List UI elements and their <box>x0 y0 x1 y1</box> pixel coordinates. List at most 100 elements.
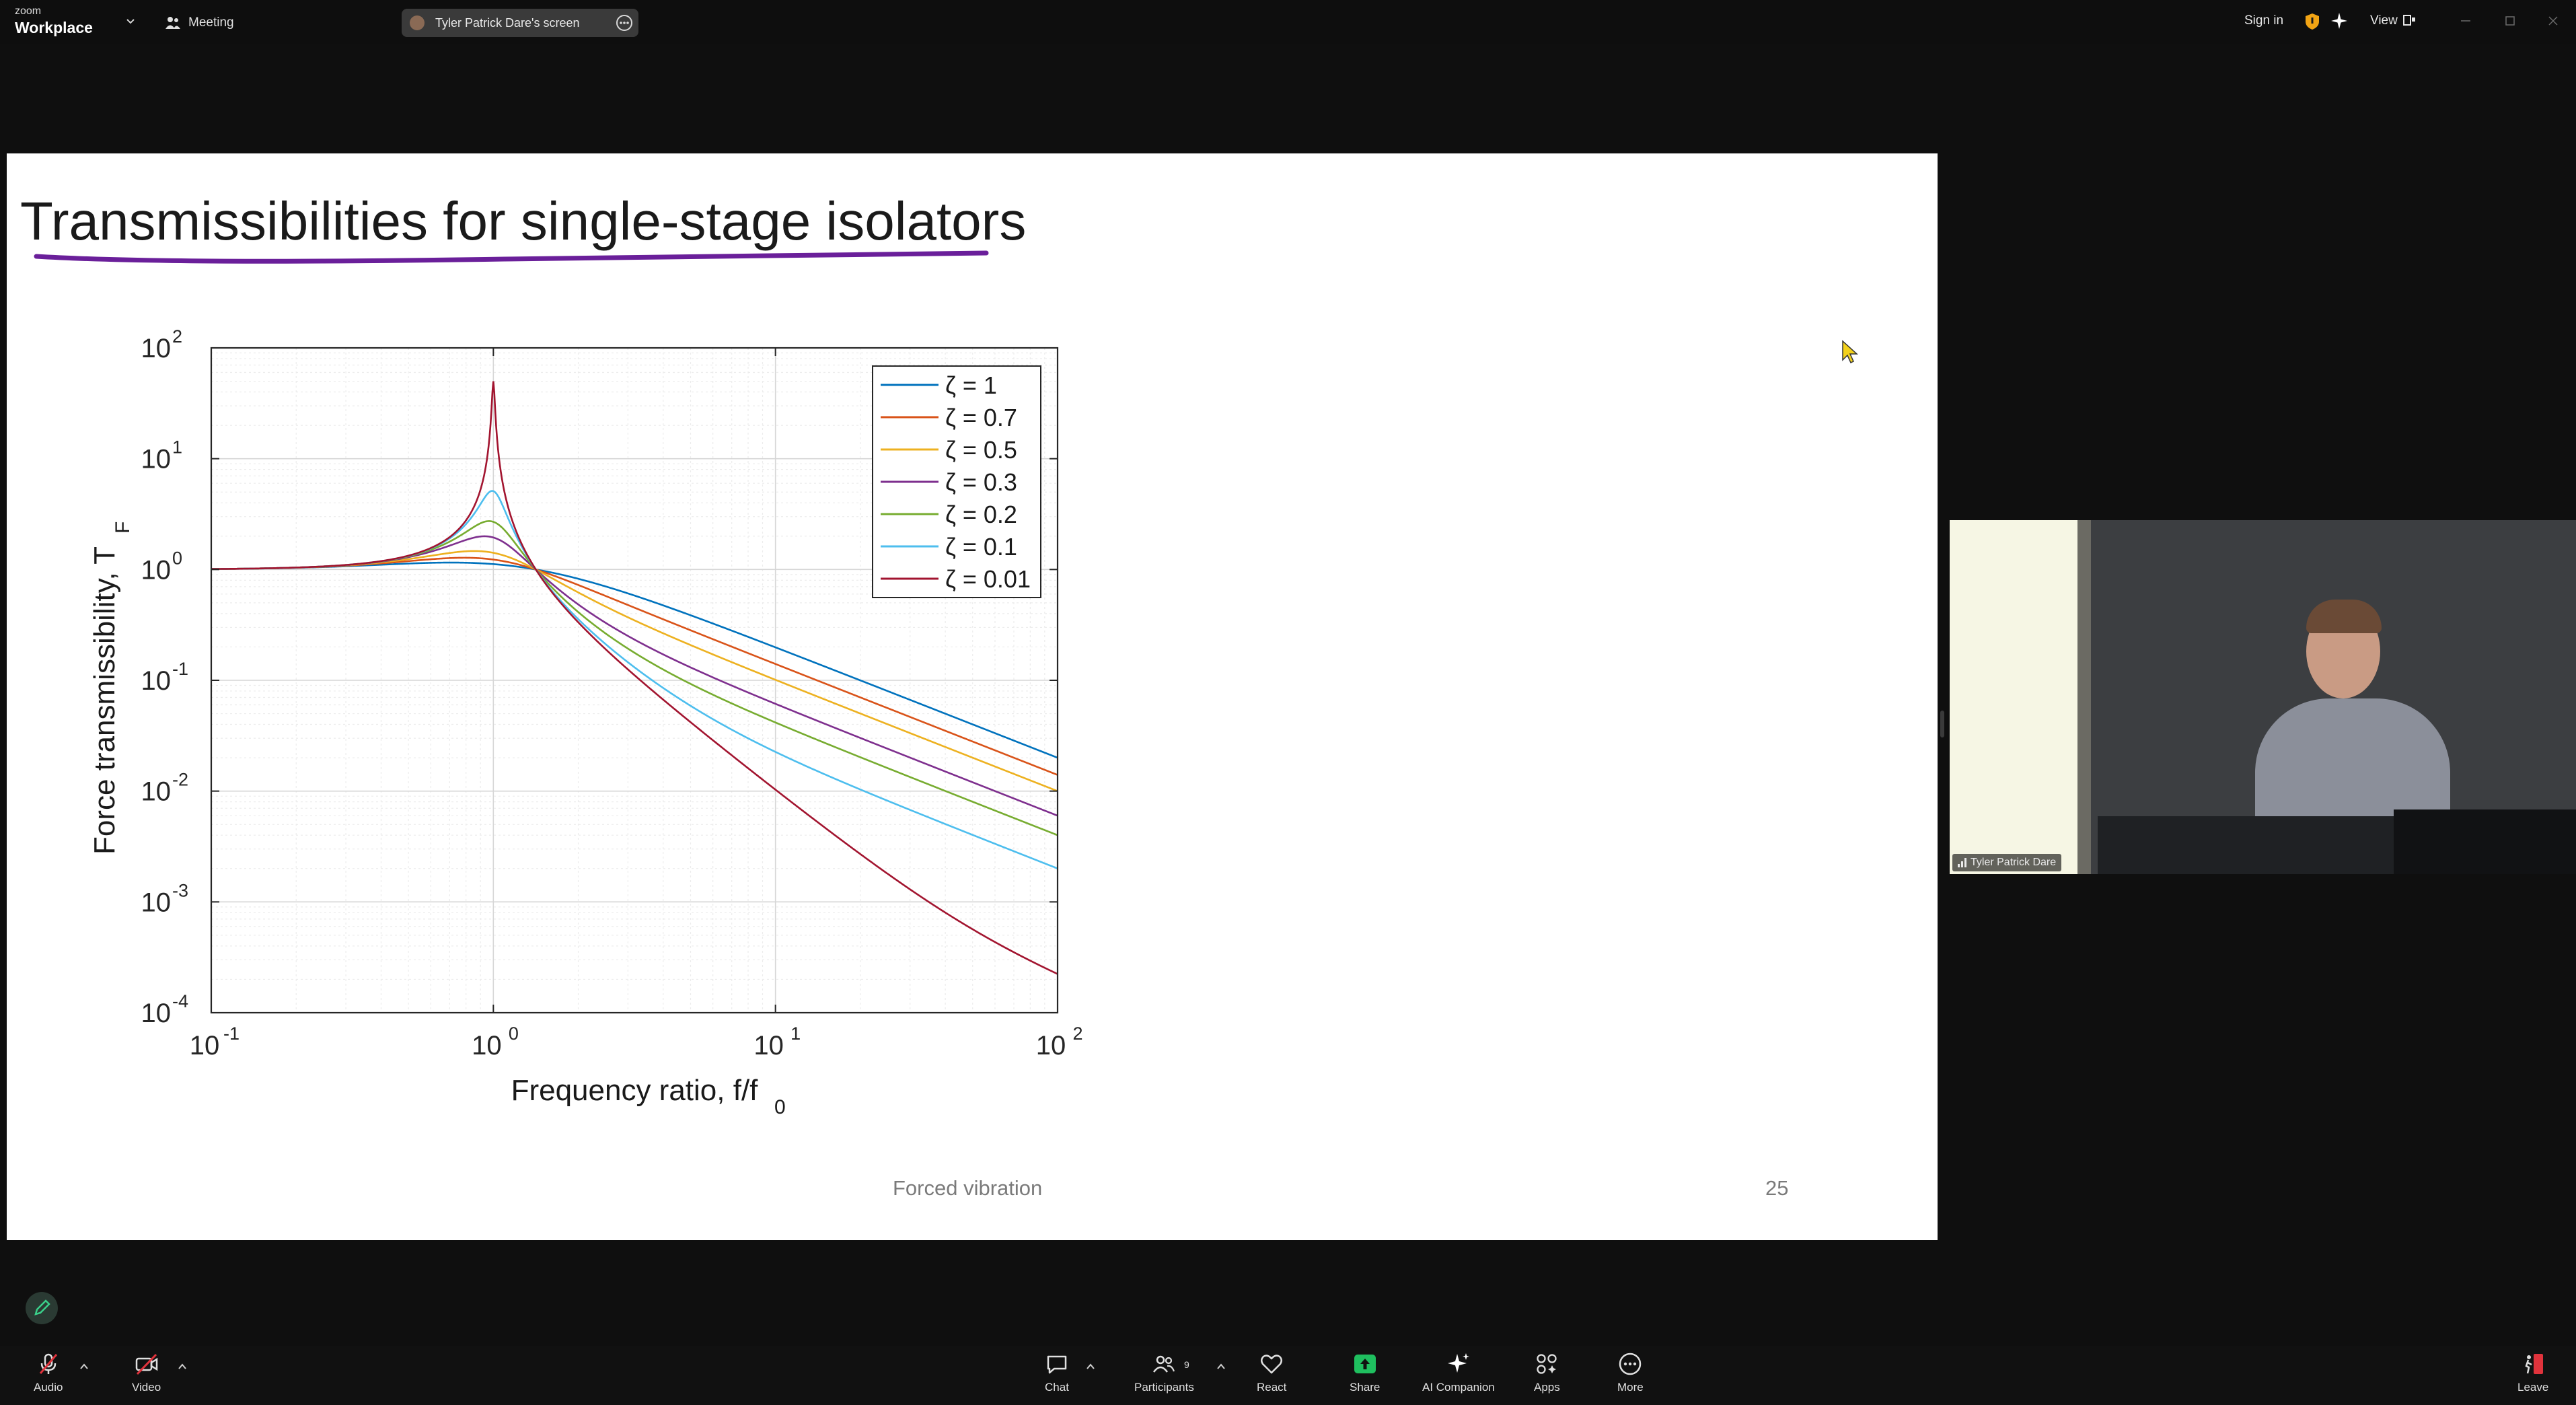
slide-footer-text: Forced vibration <box>893 1176 1043 1200</box>
more-button[interactable]: More <box>1617 1351 1644 1402</box>
annotate-button[interactable] <box>26 1292 58 1324</box>
chat-button[interactable]: Chat <box>1044 1351 1070 1402</box>
top-bar: zoom Workplace Meeting Tyler Patrick Dar… <box>0 0 2576 44</box>
panel-resize-handle[interactable] <box>1940 711 1944 737</box>
y-tick-label-1: 10 <box>141 888 172 917</box>
x-tick-exponent-1: 0 <box>509 1023 519 1044</box>
participants-options-caret-icon[interactable] <box>1215 1362 1227 1371</box>
leave-label: Leave <box>2517 1381 2549 1394</box>
sign-in-link[interactable]: Sign in <box>2244 13 2284 28</box>
screen-share-indicator[interactable]: Tyler Patrick Dare's screen <box>402 9 638 37</box>
projector-screen-region <box>1950 520 2081 874</box>
meeting-toolbar: Audio Video Chat Participants 9 React <box>0 1346 2576 1405</box>
x-tick-exponent-0: -1 <box>223 1023 240 1044</box>
legend-label-5: ζ = 0.1 <box>945 533 1017 561</box>
y-tick-label-4: 10 <box>141 555 172 585</box>
legend-label-3: ζ = 0.3 <box>945 468 1017 496</box>
y-tick-exponent-6: 2 <box>172 326 182 347</box>
participant-name-label: Tyler Patrick Dare <box>1952 854 2062 871</box>
video-button[interactable]: Video <box>132 1351 161 1402</box>
camera-off-icon <box>135 1353 157 1375</box>
legend-label-6: ζ = 0.01 <box>945 565 1031 593</box>
shared-screen-slide: Transmissibilities for single-stage isol… <box>7 153 1938 1240</box>
slide-title: Transmissibilities for single-stage isol… <box>20 191 1027 251</box>
zoom-workplace-logo: zoom Workplace <box>15 5 116 39</box>
y-tick-exponent-3: -1 <box>172 659 188 679</box>
audio-label: Audio <box>34 1381 63 1394</box>
chat-options-caret-icon[interactable] <box>1084 1362 1097 1371</box>
participants-icon <box>1153 1355 1175 1373</box>
x-tick-label-1: 10 <box>472 1031 502 1060</box>
transmissibility-chart: 10 -1 10 0 10 1 10 210 -410 -310 -210 -110 010 110 2Fr… <box>88 326 1083 1118</box>
minimize-icon[interactable] <box>2456 11 2476 31</box>
participants-label: Participants <box>1134 1381 1194 1394</box>
share-label: Share <box>1350 1381 1381 1394</box>
view-menu-button[interactable]: View <box>2370 13 2398 28</box>
y-tick-label-2: 10 <box>141 777 172 807</box>
ai-sparkle-icon[interactable] <box>2329 11 2349 31</box>
y-tick-label-3: 10 <box>141 666 172 696</box>
x-tick-exponent-3: 2 <box>1072 1023 1082 1044</box>
y-tick-label-5: 10 <box>141 445 172 474</box>
legend-label-4: ζ = 0.2 <box>945 501 1017 528</box>
x-tick-label-2: 10 <box>753 1031 784 1060</box>
react-label: React <box>1257 1381 1287 1394</box>
y-tick-exponent-5: 1 <box>172 437 182 458</box>
x-axis-label-subscript: 0 <box>774 1096 786 1118</box>
ai-companion-label: AI Companion <box>1422 1381 1495 1394</box>
view-layout-icon[interactable] <box>2402 13 2416 27</box>
chevron-down-icon[interactable] <box>124 15 137 28</box>
y-tick-exponent-2: -2 <box>172 770 188 790</box>
mouse-cursor-icon <box>1842 340 1858 364</box>
participants-count-badge: 9 <box>1184 1359 1189 1370</box>
react-button[interactable]: React <box>1257 1351 1286 1402</box>
y-axis-label-subscript: F <box>112 521 134 534</box>
x-tick-exponent-2: 1 <box>790 1023 801 1044</box>
screen-share-label: Tyler Patrick Dare's screen <box>435 16 580 30</box>
ai-companion-sparkle-icon <box>1447 1353 1469 1373</box>
title-ink-underline <box>34 250 989 264</box>
y-tick-label-6: 10 <box>141 334 172 363</box>
legend-label-2: ζ = 0.5 <box>945 436 1017 464</box>
leave-door-icon <box>2525 1354 2544 1374</box>
y-tick-exponent-0: -4 <box>172 991 188 1011</box>
apps-label: Apps <box>1534 1381 1560 1394</box>
share-options-icon[interactable] <box>616 14 633 32</box>
participants-button[interactable]: Participants <box>1134 1351 1194 1402</box>
series-line-6 <box>211 381 1058 975</box>
more-label: More <box>1617 1381 1644 1394</box>
leave-button[interactable]: Leave <box>2517 1351 2548 1402</box>
participant-video-tile[interactable]: Tyler Patrick Dare <box>1950 520 2576 874</box>
apps-icon <box>1537 1354 1557 1374</box>
heart-icon <box>1261 1355 1283 1374</box>
y-tick-label-0: 10 <box>141 999 172 1028</box>
y-tick-exponent-1: -3 <box>172 880 188 900</box>
security-shield-icon[interactable] <box>2304 12 2321 31</box>
maximize-icon[interactable] <box>2500 11 2520 31</box>
more-options-icon <box>1619 1353 1642 1375</box>
slide-page-number: 25 <box>1765 1176 1789 1200</box>
pencil-icon <box>34 1299 50 1316</box>
meeting-label: Meeting <box>188 15 234 30</box>
audio-options-caret-icon[interactable] <box>78 1362 90 1371</box>
desk-monitor <box>2394 809 2576 874</box>
video-label: Video <box>132 1381 161 1394</box>
signal-strength-icon <box>1958 858 1966 867</box>
share-screen-icon <box>1354 1355 1376 1373</box>
legend-label-1: ζ = 0.7 <box>945 404 1017 431</box>
x-tick-label-0: 10 <box>190 1031 220 1060</box>
video-options-caret-icon[interactable] <box>176 1362 188 1371</box>
presenter-avatar <box>410 15 425 30</box>
wall-divider <box>2077 520 2091 874</box>
apps-button[interactable]: Apps <box>1534 1351 1560 1402</box>
y-axis-label: Force transmissibility, T <box>88 546 121 855</box>
share-button[interactable]: Share <box>1350 1351 1380 1402</box>
logo-bottom-text: Workplace <box>15 19 93 36</box>
ai-companion-button[interactable]: AI Companion <box>1422 1351 1495 1402</box>
meeting-info-button[interactable]: Meeting <box>164 12 234 34</box>
x-tick-label-3: 10 <box>1036 1031 1066 1060</box>
chat-bubble-icon <box>1047 1355 1067 1374</box>
close-icon[interactable] <box>2543 11 2563 31</box>
participant-name: Tyler Patrick Dare <box>1971 857 2057 868</box>
audio-button[interactable]: Audio <box>34 1351 63 1402</box>
